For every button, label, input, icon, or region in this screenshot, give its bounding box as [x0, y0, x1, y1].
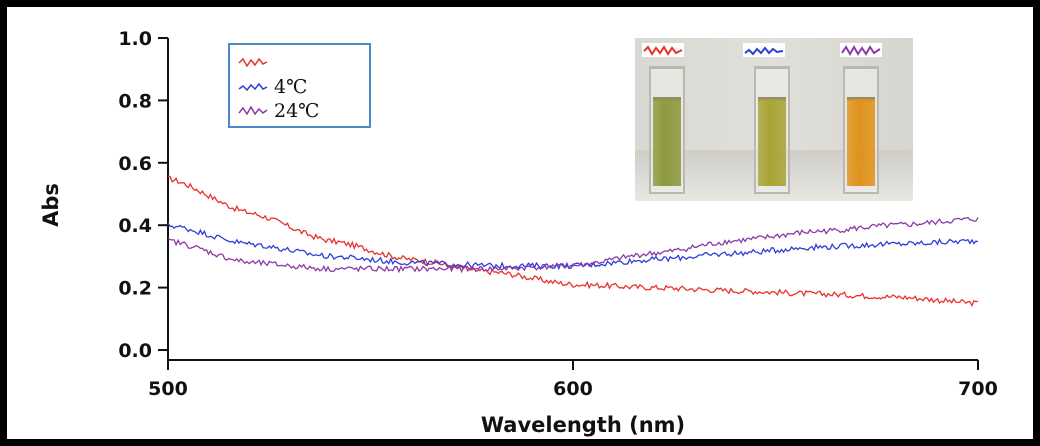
- y-tick-label: 0.6: [118, 153, 152, 175]
- legend-entry-3: 24℃: [238, 99, 319, 123]
- liquid-3: [847, 99, 875, 186]
- series-line-1: [167, 175, 979, 308]
- photo-swatch-purple: [840, 43, 882, 57]
- x-tick-label: 600: [553, 378, 593, 400]
- series-line-3: [167, 216, 979, 274]
- legend-label-2: 4℃: [274, 76, 308, 98]
- legend: 4℃ 24℃: [228, 43, 371, 128]
- y-tick-label: 1.0: [118, 28, 152, 50]
- axes: 0.0 0.2 0.4 0.6 0.8 1.0 500 600 700 Wavelength (n…: [39, 28, 998, 437]
- y-tick-label: 0.2: [118, 278, 152, 300]
- y-tick-label: 0.4: [118, 215, 152, 237]
- y-axis-title: Abs: [39, 183, 63, 227]
- photo-swatch-red: [642, 43, 684, 57]
- legend-swatch-red: [238, 57, 268, 68]
- liquid-1: [653, 99, 681, 186]
- series-line-2: [167, 222, 979, 271]
- cuvette-3: [843, 66, 879, 194]
- legend-entry-1: [238, 51, 274, 75]
- legend-swatch-purple: [238, 105, 268, 116]
- photo-swatch-blue: [743, 43, 785, 57]
- x-tick-label: 500: [148, 378, 188, 400]
- legend-label-3: 24℃: [274, 100, 320, 122]
- cuvette-photo: [635, 38, 913, 201]
- series-layer: [167, 175, 979, 308]
- legend-entry-2: 4℃: [238, 75, 307, 99]
- cuvette-1: [649, 66, 685, 194]
- y-tick-label: 0.8: [118, 90, 152, 112]
- y-tick-label: 0.0: [118, 340, 152, 362]
- x-axis-title: Wavelength (nm): [481, 413, 685, 437]
- cuvette-2: [754, 66, 790, 194]
- legend-swatch-blue: [238, 82, 268, 92]
- liquid-2: [758, 99, 786, 186]
- x-tick-label: 700: [958, 378, 998, 400]
